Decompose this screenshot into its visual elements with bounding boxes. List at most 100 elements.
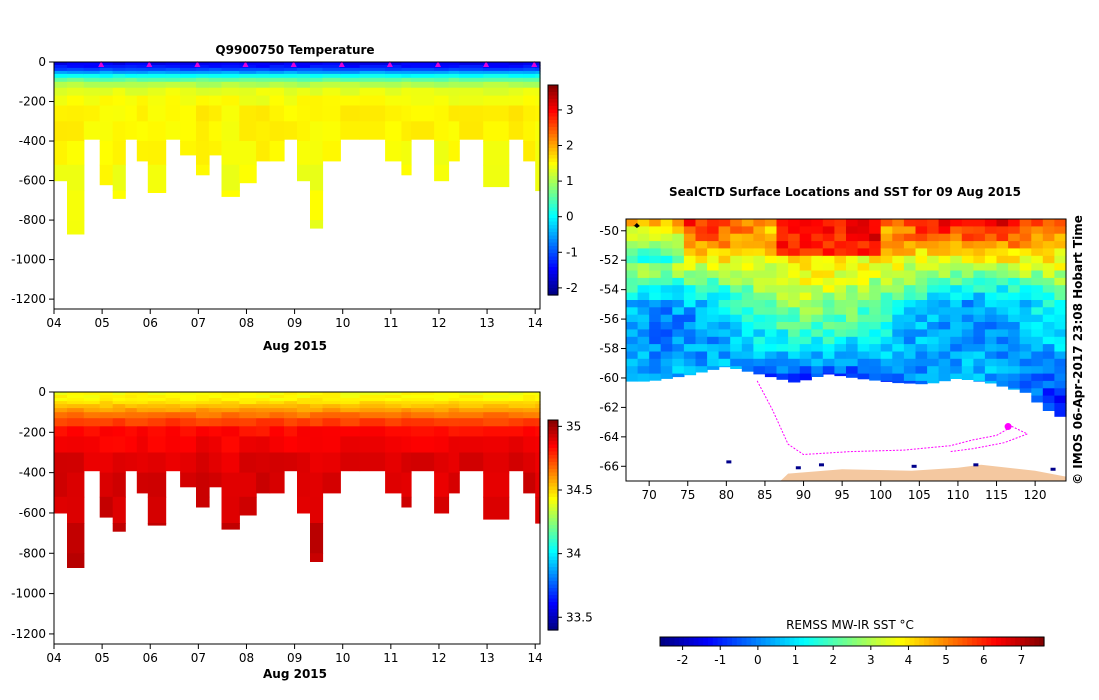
sst-cell — [984, 344, 998, 353]
profile-cell — [297, 452, 311, 474]
profile-cell — [359, 121, 386, 140]
profile-cell — [239, 141, 257, 166]
profile-cell — [112, 67, 126, 72]
sst-cell — [973, 277, 986, 286]
sst-cell — [927, 248, 940, 257]
sst-cell — [683, 219, 697, 227]
sst-colorbar-swatch — [828, 637, 834, 646]
profile-cell — [180, 452, 197, 474]
profile-cell — [359, 65, 386, 69]
sst-cell — [811, 373, 824, 377]
sst-cell — [799, 277, 812, 286]
salinity-x-axis: 04 05 06 07 08 09 10 11 12 13 14 — [46, 644, 543, 665]
profile-cell — [256, 472, 271, 494]
colorbar-swatch — [548, 270, 558, 275]
sst-cell — [822, 351, 835, 360]
sst-cell — [626, 285, 639, 294]
sst-colorbar-tick: 2 — [829, 653, 837, 667]
sst-colorbar-swatch — [852, 637, 858, 646]
sst-cell — [660, 233, 673, 242]
sst-cell — [846, 344, 859, 353]
profile-cell — [99, 398, 114, 402]
sst-cell — [1042, 248, 1055, 257]
profile-cell — [459, 67, 484, 72]
profile-cell — [322, 436, 341, 454]
sst-cell — [741, 270, 754, 279]
sst-cell — [660, 322, 673, 330]
sst-cell — [822, 300, 835, 308]
profile-cell — [310, 190, 324, 221]
profile-cell — [359, 77, 386, 83]
sst-cell — [903, 344, 917, 353]
temperature-y-tick: -600 — [19, 174, 46, 188]
sst-cell — [730, 285, 743, 294]
sst-cell — [915, 270, 928, 279]
sst-cell — [637, 351, 650, 360]
sst-cell — [984, 248, 998, 257]
profile-cell — [385, 401, 403, 405]
profile-cell — [448, 73, 460, 79]
profile-cell — [256, 95, 271, 107]
sst-cell — [707, 329, 720, 338]
profile-cell — [483, 412, 510, 419]
profile-cell — [310, 426, 324, 437]
profile-cell — [147, 65, 167, 69]
sst-cell — [903, 248, 917, 257]
sst-cell — [996, 351, 1009, 360]
sst-cell — [996, 373, 1009, 382]
profile-cell — [483, 95, 510, 107]
temperature-y-tick: -1200 — [11, 292, 46, 306]
sst-cell — [764, 344, 778, 353]
colorbar-swatch — [548, 455, 558, 460]
colorbar-swatch — [548, 437, 558, 442]
sst-cell — [741, 241, 754, 250]
sst-cell — [915, 307, 928, 316]
sst-cell — [869, 255, 882, 264]
sst-cell — [672, 241, 685, 250]
profile-cell — [67, 67, 85, 72]
temperature-colorbar-tick: -1 — [566, 245, 578, 259]
profile-cell — [448, 81, 460, 89]
sst-cell — [718, 336, 731, 345]
profile-cell — [208, 73, 222, 79]
sst-cell — [892, 314, 905, 323]
profile-cell — [535, 418, 541, 427]
sst-cell — [938, 307, 951, 316]
sst-cell — [683, 336, 697, 345]
profile-cell — [508, 452, 524, 472]
sst-cell — [626, 329, 639, 338]
profile-cell — [483, 141, 510, 166]
profile-cell — [125, 67, 138, 72]
sst-cell — [718, 285, 731, 294]
profile-cell — [411, 70, 435, 75]
profile-cell — [83, 87, 101, 97]
salinity-x-tick: 08 — [239, 651, 254, 665]
sst-cell — [880, 241, 893, 250]
sst-cell — [776, 300, 789, 308]
sst-cell — [915, 329, 928, 338]
map-lat-tick: -64 — [599, 430, 619, 444]
sst-cell — [1042, 307, 1055, 316]
sst-cell — [799, 373, 812, 381]
temperature-x-tick: 05 — [94, 316, 109, 330]
colorbar-swatch — [548, 277, 558, 282]
map-lon-tick: 70 — [642, 488, 657, 502]
sst-cell — [892, 307, 905, 316]
profile-cell — [523, 408, 536, 413]
sst-cell — [857, 219, 870, 227]
colorbar-swatch — [548, 626, 558, 631]
profile-cell — [310, 81, 324, 89]
sst-cell — [938, 255, 951, 264]
profile-cell — [196, 496, 210, 508]
profile-cell — [147, 452, 167, 474]
profile-cell — [269, 62, 285, 66]
profile-cell — [67, 412, 85, 419]
profile-cell — [196, 404, 210, 409]
sst-cell — [915, 344, 928, 353]
sst-cell — [892, 366, 905, 375]
sst-cell — [672, 307, 685, 316]
profile-cell — [535, 472, 541, 498]
colorbar-swatch — [548, 486, 558, 491]
temperature-y-tick: -200 — [19, 95, 46, 109]
profile-cell — [136, 452, 149, 474]
